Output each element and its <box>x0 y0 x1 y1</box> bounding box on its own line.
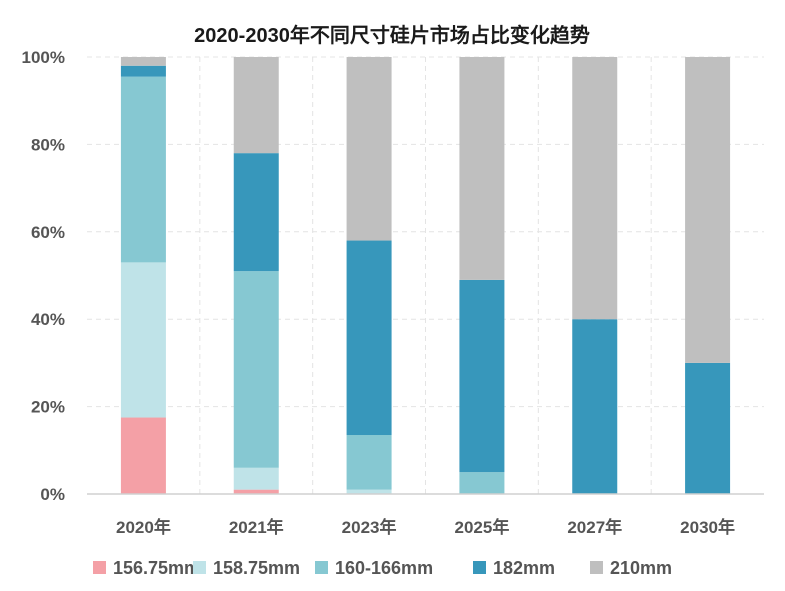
bar-segment <box>233 57 279 154</box>
bar-segment <box>120 76 166 263</box>
x-tick-label: 2027年 <box>567 517 622 537</box>
bar-segment <box>120 65 166 77</box>
y-tick-label: 80% <box>31 135 65 154</box>
bar-segment <box>346 240 392 436</box>
legend-label: 158.75mm <box>213 558 300 578</box>
x-tick-label: 2020年 <box>116 517 171 537</box>
x-tick-label: 2023年 <box>342 517 397 537</box>
y-tick-label: 100% <box>22 48 65 67</box>
bar-segment <box>346 57 392 241</box>
y-axis-ticks: 0% 20% 40% 60% 80% 100% <box>22 48 65 504</box>
bar-segment <box>685 362 731 494</box>
legend-label: 210mm <box>610 558 672 578</box>
bar-segment <box>459 279 505 473</box>
bar-segment <box>233 467 279 490</box>
chart-title: 2020-2030年不同尺寸硅片市场占比变化趋势 <box>194 23 590 47</box>
y-tick-label: 0% <box>40 485 65 504</box>
bar-segment <box>459 57 505 280</box>
legend-label: 182mm <box>493 558 555 578</box>
bar-segment <box>685 57 731 363</box>
legend-swatch <box>473 561 486 574</box>
bars <box>120 57 731 494</box>
x-tick-label: 2030年 <box>680 517 735 537</box>
bar-segment <box>572 319 618 494</box>
legend-swatch <box>93 561 106 574</box>
bar-segment <box>459 472 505 494</box>
legend-swatch <box>590 561 603 574</box>
bar-segment <box>346 435 392 490</box>
bar-segment <box>233 489 279 494</box>
bar-segment <box>120 417 166 494</box>
y-tick-label: 20% <box>31 398 65 417</box>
x-tick-label: 2021年 <box>229 517 284 537</box>
x-tick-label: 2025年 <box>455 517 510 537</box>
legend-label: 160-166mm <box>335 558 433 578</box>
bar-segment <box>572 57 618 320</box>
legend: 156.75mm 158.75mm 160-166mm 182mm 210mm <box>93 558 672 578</box>
legend-label: 156.75mm <box>113 558 200 578</box>
gridlines <box>87 56 764 494</box>
legend-swatch <box>193 561 206 574</box>
bar-segment <box>233 153 279 272</box>
y-tick-label: 60% <box>31 223 65 242</box>
y-tick-label: 40% <box>31 310 65 329</box>
bar-segment <box>120 262 166 418</box>
bar-segment <box>346 489 392 494</box>
bar-segment <box>120 57 166 66</box>
legend-swatch <box>315 561 328 574</box>
x-axis-ticks: 2020年 2021年 2023年 2025年 2027年 2030年 <box>116 517 735 537</box>
bar-segment <box>233 271 279 468</box>
